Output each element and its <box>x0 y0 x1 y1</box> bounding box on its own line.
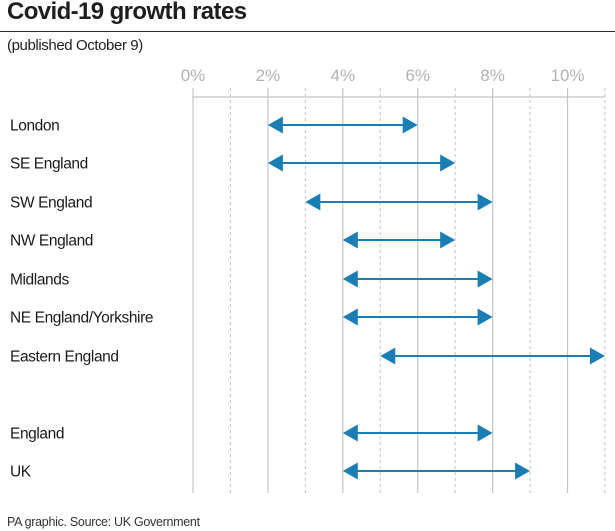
range-arrow <box>380 347 605 365</box>
arrow-head-right <box>440 231 456 249</box>
arrow-head-right <box>477 308 493 326</box>
arrow-head-left <box>342 462 358 480</box>
range-arrow <box>342 270 493 288</box>
arrow-head-right <box>440 154 456 172</box>
range-arrow <box>342 308 493 326</box>
category-labels: London SE England SW England NW England Midl… <box>10 118 153 481</box>
range-arrow <box>267 154 456 172</box>
arrow-head-right <box>477 193 493 211</box>
category-label: UK <box>10 464 32 481</box>
x-tick-label: 4% <box>331 66 356 85</box>
arrow-head-right <box>477 424 493 442</box>
x-tick-label: 6% <box>405 66 430 85</box>
gridlines <box>192 88 606 493</box>
category-label: NW England <box>10 233 93 250</box>
arrow-head-left <box>342 231 358 249</box>
x-tick-label: 8% <box>480 66 505 85</box>
category-label: Midlands <box>10 272 69 289</box>
chart-title: Covid-19 growth rates <box>7 0 247 25</box>
x-tick-label: 10% <box>550 66 584 85</box>
arrow-head-right <box>477 270 493 288</box>
arrow-head-right <box>589 347 605 365</box>
x-tick-label: 2% <box>256 66 281 85</box>
arrow-head-left <box>342 424 358 442</box>
range-arrow <box>305 193 493 211</box>
x-tick-label: 0% <box>181 66 206 85</box>
range-arrow <box>267 116 418 134</box>
title-divider <box>0 31 615 32</box>
category-label: London <box>10 118 59 135</box>
arrow-head-left <box>380 347 396 365</box>
range-arrow <box>342 231 456 249</box>
category-label: Eastern England <box>10 349 119 366</box>
arrow-head-left <box>305 193 321 211</box>
range-arrow <box>342 424 493 442</box>
category-label: NE England/Yorkshire <box>10 310 153 327</box>
arrow-head-left <box>342 308 358 326</box>
category-label: SW England <box>10 195 92 212</box>
chart-subtitle: (published October 9) <box>7 37 143 54</box>
arrow-head-left <box>342 270 358 288</box>
x-axis-tick-labels: 0% 2% 4% 6% 8% 10% <box>181 66 585 85</box>
range-arrows <box>267 116 605 480</box>
arrow-head-right <box>402 116 418 134</box>
arrow-head-left <box>267 116 283 134</box>
arrow-head-right <box>515 462 531 480</box>
arrow-head-left <box>267 154 283 172</box>
category-label: SE England <box>10 156 88 173</box>
category-label: England <box>10 426 64 443</box>
range-arrow <box>342 462 531 480</box>
source-note: PA graphic. Source: UK Government <box>7 515 200 529</box>
